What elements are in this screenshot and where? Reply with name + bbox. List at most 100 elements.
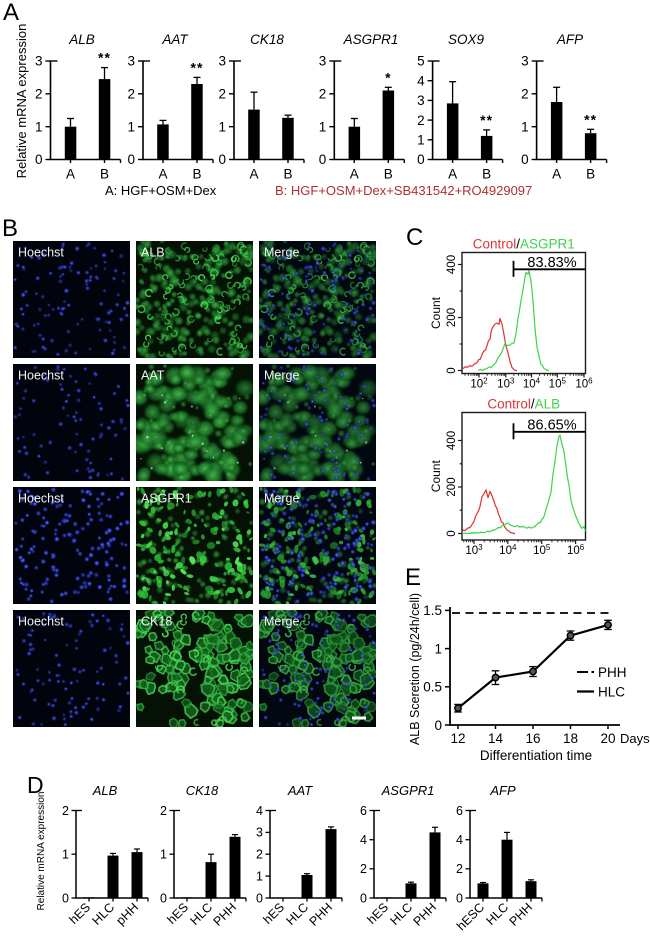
svg-text:PHH: PHH — [411, 900, 440, 929]
svg-text:Count: Count — [429, 460, 443, 493]
svg-text:Hoechst: Hoechst — [18, 615, 64, 629]
svg-text:400: 400 — [446, 255, 458, 274]
svg-text:HLC: HLC — [90, 900, 118, 928]
svg-text:Hoechst: Hoechst — [18, 246, 64, 260]
svg-text:A: A — [350, 167, 359, 182]
svg-text:0: 0 — [127, 152, 135, 167]
svg-text:Differentiation time: Differentiation time — [480, 748, 592, 763]
svg-text:**: ** — [191, 59, 204, 75]
svg-text:Merge: Merge — [264, 615, 299, 629]
svg-text:A: A — [66, 167, 75, 182]
svg-text:102: 102 — [470, 377, 488, 391]
svg-text:B: B — [586, 167, 595, 182]
svg-text:ASGPR1: ASGPR1 — [141, 492, 192, 506]
svg-text:B: B — [192, 167, 201, 182]
svg-text:105: 105 — [549, 377, 567, 391]
svg-text:2: 2 — [62, 804, 69, 818]
svg-text:Control/ASGPR1: Control/ASGPR1 — [473, 237, 575, 252]
svg-text:C: C — [406, 224, 423, 251]
svg-text:0: 0 — [218, 152, 226, 167]
svg-text:**: ** — [480, 112, 493, 128]
svg-text:12: 12 — [450, 731, 465, 746]
svg-text:6: 6 — [456, 804, 463, 818]
svg-text:3: 3 — [35, 54, 43, 69]
svg-text:hES: hES — [165, 900, 192, 927]
svg-text:2: 2 — [127, 87, 135, 102]
svg-text:A: A — [448, 167, 457, 182]
svg-text:ASGPR1: ASGPR1 — [343, 32, 399, 47]
svg-text:1: 1 — [62, 848, 69, 862]
svg-text:2: 2 — [360, 862, 367, 876]
svg-text:0: 0 — [360, 891, 367, 905]
svg-text:HLC: HLC — [188, 900, 216, 928]
svg-text:Merge: Merge — [264, 492, 299, 506]
svg-text:PHH: PHH — [307, 900, 336, 929]
svg-text:0: 0 — [456, 891, 463, 905]
svg-text:3: 3 — [521, 54, 529, 69]
svg-text:104: 104 — [523, 377, 541, 391]
svg-text:2: 2 — [456, 862, 463, 876]
svg-text:HLC: HLC — [484, 900, 512, 928]
svg-text:3: 3 — [127, 54, 135, 69]
svg-text:2: 2 — [218, 87, 226, 102]
svg-text:CK18: CK18 — [141, 615, 172, 629]
svg-text:1: 1 — [256, 869, 263, 883]
svg-text:AFP: AFP — [489, 783, 516, 798]
svg-text:1: 1 — [319, 119, 327, 134]
svg-text:PHH: PHH — [598, 665, 627, 680]
svg-text:ALB: ALB — [141, 246, 165, 260]
svg-text:PHH: PHH — [507, 900, 536, 929]
svg-text:hES: hES — [365, 900, 392, 927]
svg-text:1: 1 — [218, 119, 226, 134]
svg-text:14: 14 — [488, 731, 504, 746]
svg-text:AAT: AAT — [161, 32, 189, 47]
svg-text:Relative mRNA expression: Relative mRNA expression — [14, 24, 29, 179]
svg-text:AAT: AAT — [287, 783, 313, 798]
svg-text:1.5: 1.5 — [423, 603, 442, 618]
svg-text:200: 200 — [446, 308, 458, 327]
svg-text:AFP: AFP — [556, 32, 583, 47]
svg-text:ALB Sceretion (pg/24h/cell): ALB Sceretion (pg/24h/cell) — [408, 593, 422, 745]
svg-text:400: 400 — [446, 431, 458, 450]
svg-text:0: 0 — [256, 891, 263, 905]
svg-text:1: 1 — [521, 119, 529, 134]
svg-text:5: 5 — [417, 54, 425, 69]
svg-text:3: 3 — [319, 54, 327, 69]
svg-text:0: 0 — [521, 152, 529, 167]
svg-text:1: 1 — [434, 641, 442, 656]
svg-text:Relative mRNA expression: Relative mRNA expression — [36, 792, 47, 911]
svg-text:B: B — [283, 167, 292, 182]
svg-text:2: 2 — [521, 87, 529, 102]
svg-text:106: 106 — [567, 543, 585, 557]
svg-text:A: A — [552, 167, 561, 182]
svg-text:103: 103 — [497, 377, 515, 391]
svg-text:PHH: PHH — [211, 900, 240, 929]
svg-text:4: 4 — [360, 833, 367, 847]
svg-text:Control/ALB: Control/ALB — [487, 397, 560, 412]
svg-text:A: HGF+OSM+Dex: A: HGF+OSM+Dex — [105, 183, 217, 198]
svg-text:4: 4 — [256, 804, 263, 818]
svg-text:B: B — [384, 167, 393, 182]
svg-text:AAT: AAT — [141, 369, 165, 383]
svg-text:HLC: HLC — [284, 900, 312, 928]
svg-text:Count: Count — [429, 296, 443, 329]
svg-text:105: 105 — [533, 543, 551, 557]
svg-text:4: 4 — [456, 833, 463, 847]
svg-text:1: 1 — [127, 119, 135, 134]
svg-text:CK18: CK18 — [250, 32, 284, 47]
svg-text:D: D — [27, 772, 44, 798]
svg-text:pHH: pHH — [114, 900, 142, 928]
svg-text:B: B — [100, 167, 109, 182]
svg-text:B: B — [482, 167, 491, 182]
svg-text:2: 2 — [319, 87, 327, 102]
svg-text:E: E — [405, 564, 421, 591]
svg-text:Merge: Merge — [264, 246, 299, 260]
svg-text:3: 3 — [218, 54, 226, 69]
svg-text:A: A — [249, 167, 258, 182]
svg-text:1: 1 — [417, 133, 425, 148]
svg-text:ALB: ALB — [68, 32, 95, 47]
svg-text:HLC: HLC — [388, 900, 416, 928]
svg-text:4: 4 — [417, 73, 425, 88]
svg-text:2: 2 — [35, 87, 43, 102]
svg-text:**: ** — [98, 50, 111, 66]
